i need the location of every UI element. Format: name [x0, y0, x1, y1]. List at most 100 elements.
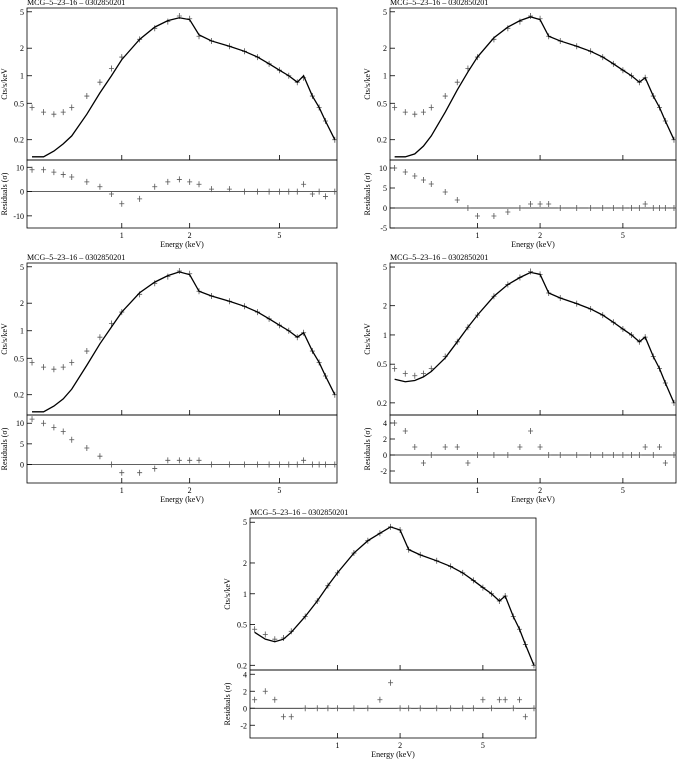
- data-point: [428, 104, 434, 111]
- data-point: [97, 79, 103, 86]
- y-tick-label: 2: [243, 559, 247, 568]
- y-tick-label: 1: [383, 72, 387, 81]
- data-point: [69, 174, 75, 180]
- data-point: [517, 444, 523, 450]
- data-point: [302, 705, 308, 712]
- y-tick-label: -5: [380, 224, 387, 233]
- y-tick-label: 0: [20, 460, 24, 469]
- y-tick-label: 4: [383, 419, 387, 428]
- y-tick-label: 0: [383, 451, 387, 460]
- data-point: [119, 200, 125, 207]
- data-point: [255, 461, 261, 468]
- data-point: [474, 452, 480, 458]
- plot-frame: [26, 414, 338, 484]
- x-axis-label: Energy (keV): [160, 240, 204, 249]
- data-point: [84, 444, 90, 451]
- x-tick-label: 1: [120, 486, 124, 495]
- model-line: [32, 17, 336, 158]
- data-point: [332, 136, 338, 143]
- data-point: [60, 364, 66, 371]
- chart-title: MCG–5–23–16 – 0302850201: [390, 253, 488, 262]
- data-point: [187, 178, 193, 185]
- y-tick-label: 2: [20, 299, 24, 308]
- data-point: [402, 109, 408, 116]
- data-point: [332, 188, 338, 195]
- data-point: [266, 188, 272, 195]
- data-point: [454, 79, 460, 86]
- data-point: [420, 109, 426, 116]
- data-point: [662, 205, 668, 211]
- plot-frame: [389, 7, 677, 161]
- data-point: [671, 452, 677, 458]
- data-point: [60, 109, 66, 116]
- data-point: [294, 188, 300, 195]
- data-point: [650, 452, 656, 458]
- y-tick-label: 0.2: [14, 136, 24, 145]
- data-point: [60, 428, 66, 435]
- data-point: [69, 436, 75, 443]
- data-point: [209, 186, 215, 193]
- data-point: [152, 465, 158, 472]
- x-tick-label: 5: [621, 486, 625, 495]
- data-point: [41, 420, 47, 427]
- data-point: [412, 372, 418, 379]
- data-point: [496, 696, 502, 703]
- data-point: [334, 705, 340, 712]
- data-point: [402, 370, 408, 377]
- x-tick-label: 5: [277, 486, 281, 495]
- data-point: [165, 178, 171, 185]
- y-tick-label: 10: [379, 164, 387, 173]
- data-point: [276, 188, 282, 195]
- data-point: [286, 461, 292, 468]
- y-tick-label: 1: [383, 331, 387, 340]
- y-tick-label: 5: [20, 263, 24, 272]
- data-point: [252, 696, 258, 703]
- data-point: [137, 195, 143, 202]
- y-tick-label: 0.5: [14, 354, 24, 363]
- data-point: [332, 461, 338, 468]
- data-point: [657, 444, 663, 450]
- y-tick-label: 10: [16, 419, 24, 428]
- y-tick-label: 1: [20, 327, 24, 336]
- data-point: [417, 705, 423, 712]
- y-tick-label: 0: [20, 188, 24, 197]
- data-point: [272, 696, 278, 703]
- y-tick-label: 0.5: [377, 99, 387, 108]
- data-point: [325, 705, 331, 712]
- data-point: [531, 705, 537, 712]
- data-point: [522, 713, 528, 720]
- data-point: [309, 191, 315, 197]
- data-point: [314, 705, 320, 712]
- x-tick-label: 5: [621, 231, 625, 240]
- data-point: [97, 183, 103, 190]
- data-point: [480, 696, 486, 703]
- data-point: [491, 213, 497, 219]
- y-axis-label: Residuals (σ): [363, 172, 372, 215]
- data-point: [662, 460, 668, 466]
- x-tick-label: 1: [475, 486, 479, 495]
- data-point: [574, 205, 580, 211]
- data-point: [671, 136, 677, 143]
- data-point: [84, 93, 90, 100]
- y-tick-label: 2: [20, 44, 24, 53]
- data-point: [377, 696, 383, 703]
- data-point: [226, 186, 232, 193]
- y-tick-label: 0.5: [237, 621, 247, 630]
- x-tick-label: 2: [188, 231, 192, 240]
- data-point: [97, 334, 103, 341]
- y-tick-label: 0.5: [377, 360, 387, 369]
- y-tick-label: 4: [243, 670, 247, 679]
- data-point: [196, 181, 202, 188]
- data-point: [502, 696, 508, 703]
- data-point: [528, 428, 534, 434]
- data-point: [196, 457, 202, 464]
- data-point: [41, 364, 47, 371]
- y-tick-label: 5: [383, 184, 387, 193]
- data-point: [252, 626, 258, 633]
- x-tick-label: 5: [277, 231, 281, 240]
- data-point: [51, 111, 57, 118]
- plot-frame: [389, 414, 677, 484]
- data-point: [262, 631, 268, 638]
- model-line: [254, 526, 535, 666]
- data-point: [165, 457, 171, 464]
